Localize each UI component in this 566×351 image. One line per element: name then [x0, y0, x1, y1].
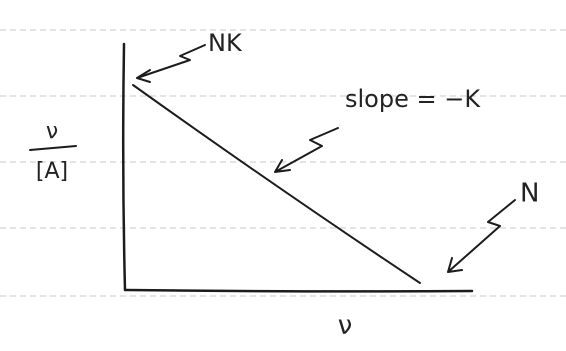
x-axis-label: ν	[338, 311, 353, 341]
y-intercept-label: NK	[208, 29, 243, 57]
x-intercept-label: N	[520, 179, 539, 209]
slope-label: slope = −K	[345, 85, 481, 113]
diagram: NK slope = −K N ν ν [A]	[0, 0, 566, 347]
y-axis-denominator: [A]	[36, 159, 68, 184]
y-axis	[123, 44, 125, 290]
plot-line	[133, 85, 420, 283]
x-axis	[125, 290, 472, 291]
page: NK slope = −K N ν ν [A] (() => { const d…	[0, 0, 566, 347]
y-axis-numerator: ν	[46, 119, 58, 144]
arrow	[275, 128, 338, 172]
fraction-bar	[30, 146, 76, 150]
arrow	[448, 200, 515, 272]
arrow	[137, 45, 205, 82]
